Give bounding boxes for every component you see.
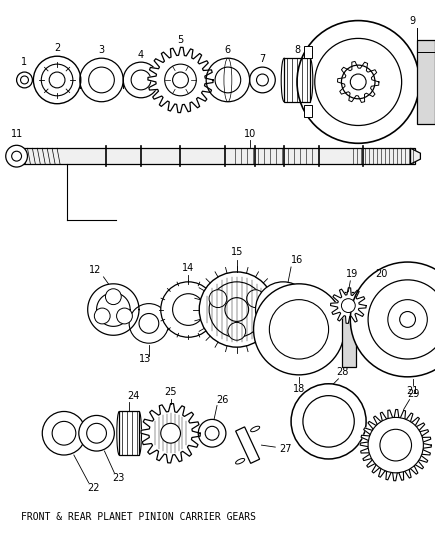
Circle shape (380, 429, 412, 461)
Text: 6: 6 (225, 45, 231, 55)
Text: 5: 5 (177, 35, 184, 45)
Text: 11: 11 (11, 130, 23, 140)
Text: 21: 21 (406, 386, 419, 395)
Text: 12: 12 (89, 265, 102, 275)
Ellipse shape (117, 411, 122, 455)
Text: 4: 4 (138, 50, 144, 60)
Circle shape (12, 151, 21, 161)
Ellipse shape (307, 58, 313, 102)
Circle shape (303, 395, 354, 447)
Ellipse shape (236, 458, 245, 464)
Circle shape (255, 282, 311, 337)
Polygon shape (360, 409, 431, 481)
Circle shape (225, 297, 249, 321)
Text: 8: 8 (294, 45, 300, 55)
Circle shape (87, 423, 106, 443)
Circle shape (228, 322, 246, 340)
Circle shape (247, 290, 265, 308)
Polygon shape (88, 284, 139, 335)
Text: 29: 29 (407, 389, 420, 399)
Circle shape (388, 300, 427, 339)
Circle shape (117, 308, 132, 324)
Circle shape (368, 280, 438, 359)
Circle shape (269, 300, 328, 359)
Text: 22: 22 (87, 483, 100, 492)
Polygon shape (410, 148, 420, 164)
Circle shape (198, 419, 226, 447)
Circle shape (209, 290, 227, 308)
Circle shape (52, 422, 76, 445)
Text: 27: 27 (279, 444, 292, 454)
Circle shape (265, 292, 301, 327)
Bar (284, 58, 310, 102)
Text: 14: 14 (182, 263, 194, 273)
Text: 7: 7 (259, 54, 265, 64)
Circle shape (173, 294, 204, 325)
Circle shape (350, 262, 438, 377)
Bar (21, 148, 416, 164)
Circle shape (139, 313, 159, 333)
Text: 9: 9 (410, 15, 416, 26)
Circle shape (94, 308, 110, 324)
Circle shape (342, 298, 355, 312)
Text: 1: 1 (21, 57, 28, 67)
Circle shape (6, 146, 28, 167)
Polygon shape (236, 427, 260, 463)
Bar (119, 411, 139, 455)
Bar (417, 41, 435, 124)
Ellipse shape (137, 411, 141, 455)
Bar (304, 46, 312, 58)
Bar (343, 292, 356, 367)
Circle shape (400, 311, 416, 327)
Text: FRONT & REAR PLANET PINION CARRIER GEARS: FRONT & REAR PLANET PINION CARRIER GEARS (21, 512, 255, 522)
Circle shape (291, 384, 366, 459)
Text: 16: 16 (291, 255, 303, 265)
Text: 25: 25 (164, 386, 177, 397)
Ellipse shape (281, 58, 287, 102)
Circle shape (209, 282, 265, 337)
Circle shape (161, 282, 216, 337)
Circle shape (254, 284, 344, 375)
Circle shape (129, 304, 169, 343)
Circle shape (205, 426, 219, 440)
Circle shape (79, 415, 114, 451)
Text: 10: 10 (244, 130, 256, 140)
Bar (304, 104, 312, 117)
Circle shape (368, 417, 424, 473)
Text: 15: 15 (230, 247, 243, 257)
Circle shape (42, 411, 86, 455)
Polygon shape (141, 403, 200, 463)
Text: 2: 2 (54, 43, 60, 53)
Text: 26: 26 (216, 394, 228, 405)
Polygon shape (331, 288, 366, 324)
Polygon shape (148, 47, 213, 112)
Text: 24: 24 (127, 391, 139, 401)
Circle shape (199, 272, 274, 347)
Ellipse shape (251, 426, 260, 432)
Text: 19: 19 (346, 269, 358, 279)
Circle shape (106, 289, 121, 304)
Text: 23: 23 (112, 473, 124, 483)
Text: 13: 13 (139, 354, 151, 364)
Text: 28: 28 (336, 367, 349, 377)
Text: 3: 3 (99, 45, 105, 55)
Text: 20: 20 (376, 269, 388, 279)
Text: 18: 18 (293, 384, 305, 394)
Circle shape (161, 423, 180, 443)
